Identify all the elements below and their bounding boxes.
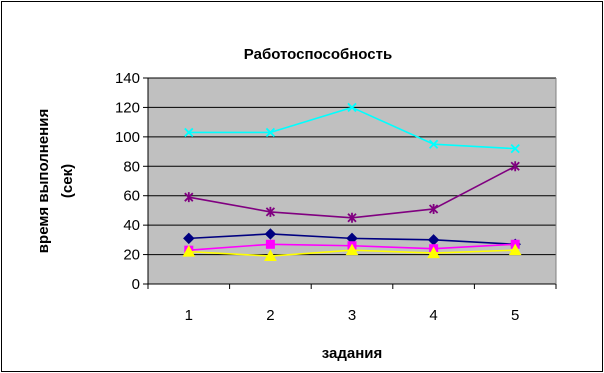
y-axis-title-line1: время выполнения (35, 109, 52, 253)
series-group (182, 102, 522, 262)
y-tick-label: 140 (115, 70, 140, 87)
data-point (508, 243, 522, 256)
x-axis-title: задания (322, 345, 383, 362)
data-point (183, 232, 195, 245)
series-5 (184, 161, 520, 223)
y-tick-label: 40 (123, 217, 140, 234)
y-tick-label: 20 (123, 247, 140, 264)
y-tick-label: 80 (123, 158, 140, 175)
x-tick-label: 1 (185, 307, 193, 324)
data-point (265, 239, 275, 249)
chart-title: Работоспособность (244, 46, 392, 63)
data-point (184, 127, 194, 138)
y-tick-label: 100 (115, 129, 140, 146)
data-point (264, 249, 277, 262)
data-point (184, 192, 194, 203)
x-axis-ticks: 1 2 3 4 5 (147, 284, 557, 324)
data-point (347, 212, 357, 223)
x-tick-label: 5 (511, 307, 519, 324)
y-tick-label: 0 (132, 276, 140, 293)
data-point (345, 243, 359, 256)
data-point (428, 139, 439, 149)
y-tick-label: 60 (123, 188, 140, 205)
data-point (510, 143, 520, 154)
series-4 (184, 102, 520, 154)
x-tick-label: 3 (348, 307, 356, 324)
data-point (265, 206, 276, 217)
y-tick-label: 120 (115, 99, 140, 116)
data-point (265, 127, 276, 138)
x-tick-label: 2 (266, 307, 274, 324)
data-point (427, 246, 440, 259)
series-3 (182, 243, 522, 262)
y-axis-title-line2: (сек) (59, 164, 76, 198)
data-point (182, 245, 196, 257)
x-tick-label: 4 (429, 307, 437, 324)
data-point (264, 228, 277, 240)
data-point (347, 102, 357, 113)
data-point (510, 161, 520, 172)
data-point (428, 203, 439, 214)
y-axis-ticks: 0 20 40 60 80 100 120 140 (115, 70, 148, 293)
